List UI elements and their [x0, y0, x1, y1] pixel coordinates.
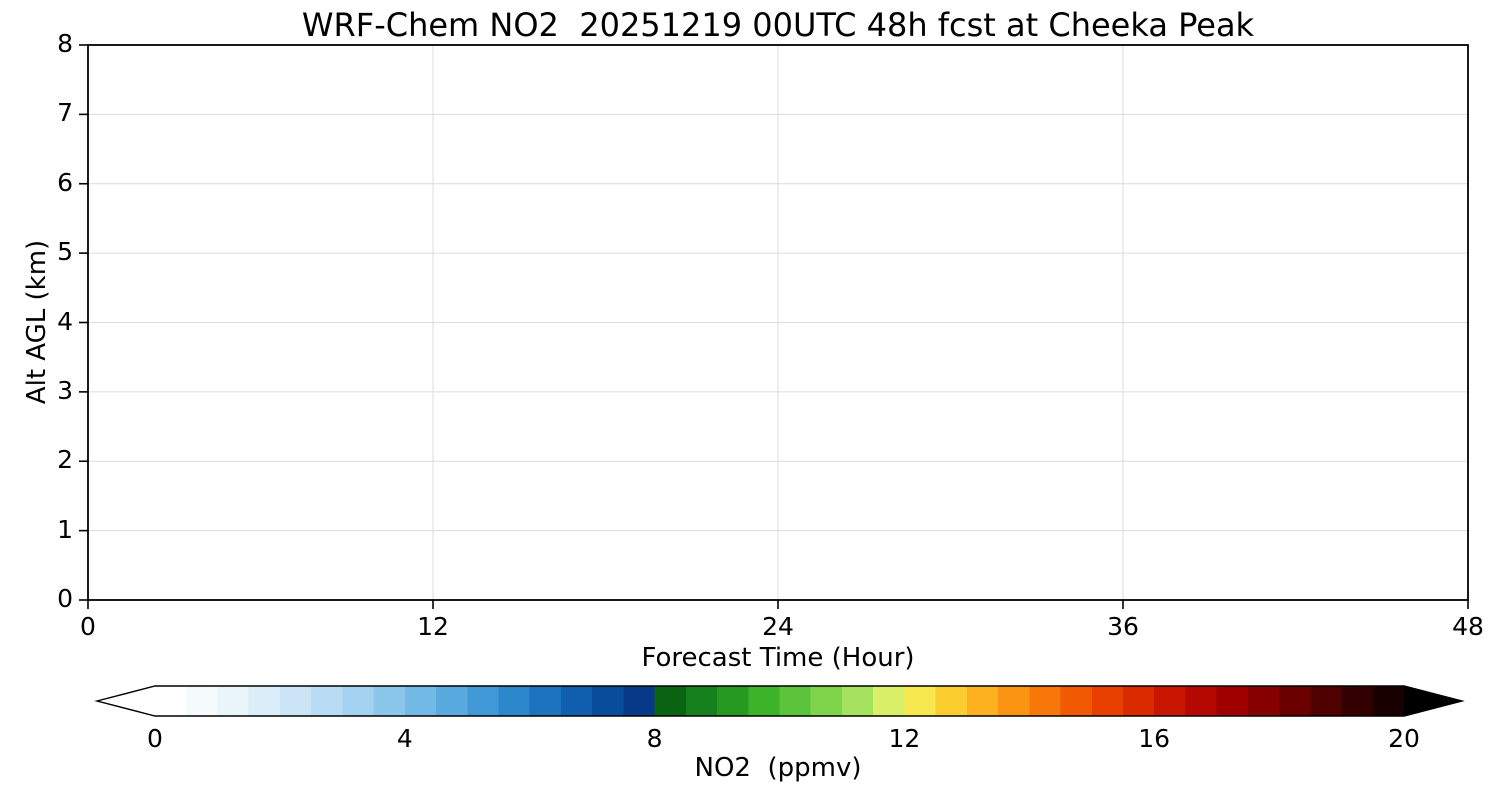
x-tick-label: 48	[1452, 612, 1484, 641]
colorbar-segment	[342, 686, 375, 716]
colorbar-segment	[560, 686, 593, 716]
y-tick-label: 2	[57, 445, 73, 475]
colorbar-segment	[873, 686, 905, 716]
colorbar-segment	[1310, 686, 1343, 716]
colorbar-segment	[592, 686, 624, 716]
colorbar-segment	[1122, 686, 1155, 716]
colorbar-tick-label: 4	[396, 724, 413, 753]
colorbar-segment	[467, 686, 500, 716]
colorbar-segment	[966, 686, 999, 716]
x-tick-label: 36	[1107, 612, 1139, 641]
colorbar-segment	[1091, 686, 1124, 716]
colorbar-segment	[810, 686, 843, 716]
colorbar-segment	[529, 686, 562, 716]
colorbar-tick-label: 20	[1388, 724, 1420, 753]
colorbar-over-arrow	[1404, 686, 1462, 716]
colorbar-segment	[311, 686, 343, 716]
colorbar-segment	[654, 686, 687, 716]
colorbar-under-arrow	[97, 686, 155, 716]
x-tick-label: 24	[762, 612, 794, 641]
y-tick-label: 1	[57, 514, 73, 544]
colorbar-segment	[717, 686, 749, 716]
colorbar-segment	[1216, 686, 1249, 716]
colorbar-segment	[404, 686, 437, 716]
colorbar-segment	[217, 686, 250, 716]
colorbar-segment	[779, 686, 812, 716]
colorbar-segment	[748, 686, 781, 716]
colorbar-segment	[935, 686, 968, 716]
colorbar-segment	[498, 686, 531, 716]
colorbar-segment	[1247, 686, 1280, 716]
colorbar-outline	[94, 685, 1465, 717]
y-tick-label: 8	[57, 29, 73, 58]
x-tick-label: 12	[417, 612, 449, 641]
colorbar-segment	[1029, 686, 1062, 716]
y-tick-label: 5	[57, 237, 73, 267]
colorbar-segment	[186, 686, 219, 716]
x-axis-label: Forecast Time (Hour)	[641, 643, 915, 673]
colorbar-segment	[155, 686, 187, 716]
colorbar-label: NO2 (ppmv)	[694, 753, 862, 783]
colorbar-segment	[279, 686, 312, 716]
y-tick-label: 7	[57, 98, 73, 128]
colorbar-segment	[436, 686, 468, 716]
colorbar-segment	[623, 686, 656, 716]
y-tick-label: 3	[57, 375, 73, 405]
colorbar-segment	[248, 686, 281, 716]
colorbar-tick-label: 8	[646, 724, 663, 753]
colorbar-segment	[998, 686, 1030, 716]
colorbar-tick-label: 12	[888, 724, 921, 753]
colorbar-segment	[1154, 686, 1187, 716]
colorbar-segment	[904, 686, 937, 716]
y-tick-label: 4	[57, 306, 73, 336]
colorbar-segment	[1279, 686, 1311, 716]
colorbar-tick-label: 16	[1138, 724, 1171, 753]
x-tick-label: 0	[80, 612, 96, 641]
colorbar-tick-label: 0	[147, 724, 163, 753]
colorbar-segment	[841, 686, 874, 716]
y-tick-label: 0	[57, 584, 73, 613]
colorbar-segment	[1060, 686, 1093, 716]
chart-title: WRF-Chem NO2 20251219 00UTC 48h fcst at …	[301, 6, 1255, 44]
colorbar-segment	[1341, 686, 1374, 716]
colorbar-segment	[373, 686, 406, 716]
y-tick-label: 6	[57, 167, 73, 197]
colorbar-segment	[1185, 686, 1218, 716]
colorbar-segment	[1372, 686, 1405, 716]
colorbar-segment	[685, 686, 718, 716]
